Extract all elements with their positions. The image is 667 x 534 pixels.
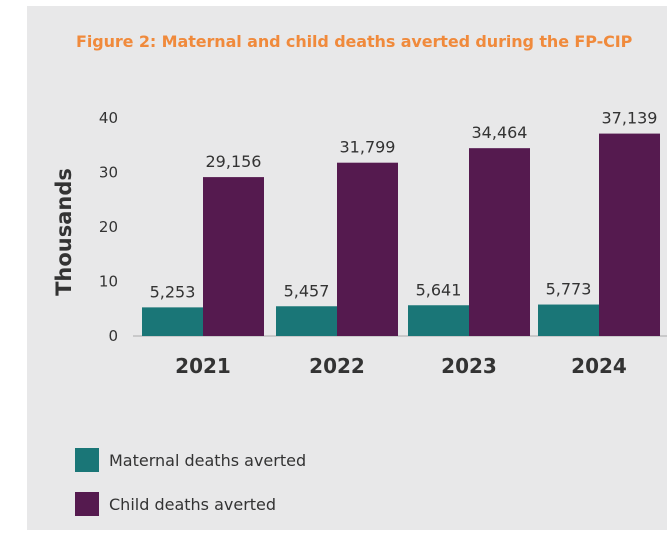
maternal-data-label-2024: 5,773 [546,280,592,299]
x-tick-label: 2023 [441,354,497,378]
bar-chart: Thousands 0 10 20 30 40 5,253 5,457 5,641 5,773 29… [52,109,667,378]
y-tick-label: 30 [99,164,118,182]
maternal-bar-2021 [142,307,203,336]
maternal-data-label-2023: 5,641 [416,280,462,299]
legend-swatch-maternal [75,448,99,472]
child-bar-2023 [469,148,530,336]
maternal-bar-2023 [408,305,469,336]
figure-panel: Figure 2: Maternal and child deaths aver… [27,6,667,530]
child-data-label-2023: 34,464 [472,123,528,142]
maternal-bar-2024 [538,304,599,336]
legend-swatch-child [75,492,99,516]
legend-label-child: Child deaths averted [109,494,277,514]
child-bar-2022 [337,162,398,336]
figure-title: Figure 2: Maternal and child deaths aver… [76,32,633,51]
x-tick-label: 2021 [175,354,231,378]
y-tick-label: 40 [99,109,118,127]
child-bar-2021 [203,177,264,336]
y-tick-label: 10 [99,273,118,291]
legend-label-maternal: Maternal deaths averted [109,450,307,470]
x-tick-label: 2024 [571,354,627,378]
child-bar-2024 [599,133,660,336]
child-data-label-2021: 29,156 [206,152,262,171]
x-tick-label: 2022 [309,354,365,378]
child-data-label-2024: 37,139 [602,109,658,128]
maternal-data-label-2021: 5,253 [150,282,196,301]
y-axis-title: Thousands [52,168,76,296]
maternal-bar-2022 [276,306,337,336]
y-tick-label: 20 [99,218,118,236]
y-tick-label: 0 [108,327,118,345]
maternal-data-label-2022: 5,457 [284,281,330,300]
legend-item-maternal: Maternal deaths averted [75,448,306,472]
child-data-label-2022: 31,799 [340,138,396,157]
legend-item-child: Child deaths averted [75,492,276,516]
